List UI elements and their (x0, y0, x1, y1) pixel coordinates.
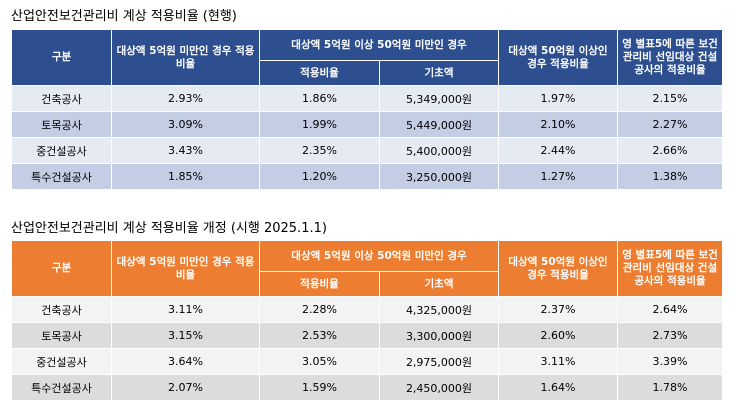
cell-mid-rate: 1.86% (259, 85, 380, 112)
cell-annex: 1.38% (617, 163, 723, 190)
cell-mid-base: 5,400,000원 (379, 137, 499, 164)
cell-annex: 2.64% (617, 296, 723, 323)
cell-under-5: 2.93% (111, 85, 260, 112)
cell-over-50: 1.27% (498, 163, 618, 190)
cell-mid-rate: 1.20% (259, 163, 380, 190)
cell-mid-base: 2,975,000원 (379, 348, 499, 375)
header-mid-base: 기초액 (379, 271, 499, 297)
cell-category: 중건설공사 (11, 348, 112, 375)
cell-mid-base: 2,450,000원 (379, 374, 499, 401)
cell-mid-rate: 1.59% (259, 374, 380, 401)
cell-annex: 1.78% (617, 374, 723, 401)
cell-under-5: 3.09% (111, 111, 260, 138)
cell-annex: 2.27% (617, 111, 723, 138)
header-under-5: 대상액 5억원 미만인 경우 적용비율 (111, 29, 260, 86)
cell-category: 토목공사 (11, 322, 112, 349)
header-mid-range: 대상액 5억원 이상 50억원 미만인 경우 (259, 240, 499, 272)
revised-table-title: 산업안전보건관리비 계상 적용비율 개정 (시행 2025.1.1) (11, 221, 327, 236)
cell-category: 특수건설공사 (11, 163, 112, 190)
table-row: 토목공사 3.15% 2.53% 3,300,000원 2.60% 2.73% (11, 322, 723, 349)
cell-mid-base: 3,250,000원 (379, 163, 499, 190)
header-over-50: 대상액 50억원 이상인 경우 적용비율 (498, 240, 618, 297)
cell-annex: 2.15% (617, 85, 723, 112)
header-under-5: 대상액 5억원 미만인 경우 적용비율 (111, 240, 260, 297)
cell-category: 중건설공사 (11, 137, 112, 164)
cell-mid-rate: 2.35% (259, 137, 380, 164)
table-row: 특수건설공사 2.07% 1.59% 2,450,000원 1.64% 1.78… (11, 374, 723, 401)
cell-under-5: 3.43% (111, 137, 260, 164)
cell-category: 토목공사 (11, 111, 112, 138)
cell-under-5: 1.85% (111, 163, 260, 190)
table-row: 중건설공사 3.64% 3.05% 2,975,000원 3.11% 3.39% (11, 348, 723, 375)
cell-over-50: 2.10% (498, 111, 618, 138)
table-row: 특수건설공사 1.85% 1.20% 3,250,000원 1.27% 1.38… (11, 163, 723, 190)
table-row: 건축공사 3.11% 2.28% 4,325,000원 2.37% 2.64% (11, 296, 723, 323)
cell-mid-base: 3,300,000원 (379, 322, 499, 349)
cell-mid-rate: 1.99% (259, 111, 380, 138)
header-annex: 영 별표5에 따른 보건관리비 선임대상 건설공사의 적용비율 (617, 240, 723, 297)
header-annex: 영 별표5에 따른 보건관리비 선임대상 건설공사의 적용비율 (617, 29, 723, 86)
cell-over-50: 3.11% (498, 348, 618, 375)
cell-under-5: 3.15% (111, 322, 260, 349)
cell-mid-base: 4,325,000원 (379, 296, 499, 323)
table-row: 중건설공사 3.43% 2.35% 5,400,000원 2.44% 2.66% (11, 137, 723, 164)
table-row: 토목공사 3.09% 1.99% 5,449,000원 2.10% 2.27% (11, 111, 723, 138)
cell-annex: 2.73% (617, 322, 723, 349)
cell-over-50: 1.97% (498, 85, 618, 112)
cell-mid-rate: 2.28% (259, 296, 380, 323)
header-mid-base: 기초액 (379, 60, 499, 86)
header-over-50: 대상액 50억원 이상인 경우 적용비율 (498, 29, 618, 86)
cell-over-50: 2.37% (498, 296, 618, 323)
cell-category: 건축공사 (11, 85, 112, 112)
header-category: 구분 (11, 29, 112, 86)
header-mid-range: 대상액 5억원 이상 50억원 미만인 경우 (259, 29, 499, 61)
header-category: 구분 (11, 240, 112, 297)
cell-mid-base: 5,349,000원 (379, 85, 499, 112)
cell-category: 건축공사 (11, 296, 112, 323)
table-row: 건축공사 2.93% 1.86% 5,349,000원 1.97% 2.15% (11, 85, 723, 112)
cell-under-5: 3.11% (111, 296, 260, 323)
cell-category: 특수건설공사 (11, 374, 112, 401)
current-rates-table: 구분 대상액 5억원 미만인 경우 적용비율 대상액 5억원 이상 50억원 미… (11, 29, 723, 190)
header-mid-rate: 적용비율 (259, 60, 380, 86)
cell-annex: 2.66% (617, 137, 723, 164)
cell-under-5: 2.07% (111, 374, 260, 401)
cell-over-50: 1.64% (498, 374, 618, 401)
cell-under-5: 3.64% (111, 348, 260, 375)
header-mid-rate: 적용비율 (259, 271, 380, 297)
cell-mid-rate: 2.53% (259, 322, 380, 349)
cell-over-50: 2.44% (498, 137, 618, 164)
cell-annex: 3.39% (617, 348, 723, 375)
cell-mid-base: 5,449,000원 (379, 111, 499, 138)
cell-mid-rate: 3.05% (259, 348, 380, 375)
current-table-title: 산업안전보건관리비 계상 적용비율 (현행) (11, 9, 237, 24)
cell-over-50: 2.60% (498, 322, 618, 349)
revised-rates-table: 구분 대상액 5억원 미만인 경우 적용비율 대상액 5억원 이상 50억원 미… (11, 240, 723, 401)
